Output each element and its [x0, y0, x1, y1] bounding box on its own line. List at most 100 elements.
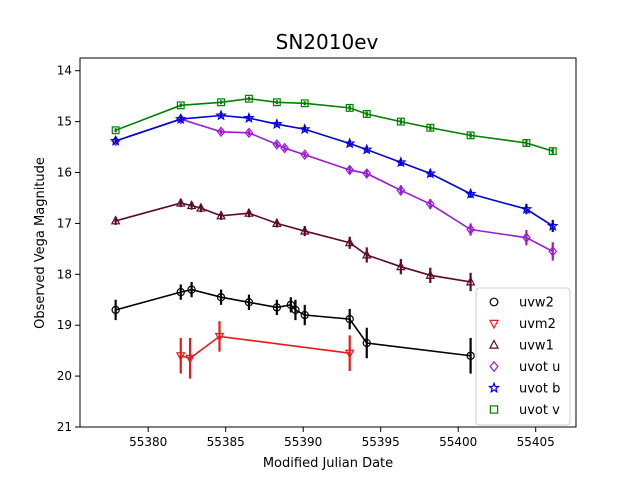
data-point	[272, 139, 282, 150]
data-point	[361, 249, 372, 259]
legend-marker	[489, 360, 499, 373]
data-point	[185, 354, 195, 364]
data-point	[176, 101, 185, 110]
chart-title: SN2010ev	[276, 30, 379, 54]
data-point	[216, 210, 226, 220]
legend-label: uvm2	[519, 317, 556, 332]
series-line	[115, 114, 554, 227]
x-tick-label: 55405	[517, 435, 555, 449]
legend-marker	[488, 339, 500, 349]
series-line	[115, 118, 554, 253]
data-point	[111, 305, 120, 315]
legend-label: uvot v	[519, 403, 560, 418]
data-point	[344, 349, 355, 359]
data-point	[244, 94, 253, 103]
y-tick-label: 20	[57, 369, 72, 383]
data-point	[396, 117, 405, 126]
data-point	[395, 156, 407, 168]
data-point	[424, 167, 437, 179]
legend: uvw2 uvm2 uvw1 uvot u uvot b uvot v	[475, 287, 571, 426]
y-tick-label: 17	[57, 216, 72, 230]
data-point	[396, 184, 406, 196]
data-point	[426, 123, 435, 132]
data-point	[217, 98, 226, 107]
data-point	[360, 143, 373, 155]
data-point	[215, 109, 227, 121]
data-point	[466, 224, 475, 235]
data-point	[280, 142, 289, 154]
series-uvw1	[110, 197, 476, 292]
data-point	[345, 164, 355, 176]
data-point	[298, 123, 311, 135]
legend-label: uvot b	[519, 382, 560, 397]
data-point	[425, 269, 436, 279]
data-point	[272, 303, 282, 312]
data-point	[175, 352, 186, 362]
legend-marker	[488, 319, 500, 330]
data-point	[272, 217, 282, 227]
data-point	[362, 338, 371, 348]
data-point	[196, 202, 206, 212]
x-tick-label: 55395	[362, 435, 400, 449]
y-tick-label: 16	[57, 166, 72, 180]
legend-marker	[487, 381, 501, 394]
data-point	[345, 314, 354, 324]
x-axis-ticks: 55380 55385 55390 55395 55400 55405	[129, 427, 555, 449]
data-point	[548, 246, 558, 257]
x-axis-label: Modified Julian Date	[263, 456, 393, 471]
series-line	[180, 335, 350, 360]
y-axis-label: Observed Vega Magnitude	[33, 157, 48, 329]
data-point	[216, 126, 226, 138]
data-point	[300, 99, 309, 108]
data-point	[362, 168, 372, 179]
y-tick-label: 15	[57, 115, 72, 129]
legend-label: uvot u	[519, 360, 560, 375]
data-point	[187, 285, 196, 294]
data-point	[244, 127, 254, 139]
data-point	[522, 139, 531, 147]
legend-box	[475, 287, 571, 426]
data-point	[465, 276, 476, 286]
x-tick-label: 55400	[439, 435, 477, 449]
x-tick-label: 55380	[129, 435, 167, 449]
data-point	[362, 110, 371, 118]
series-line	[115, 202, 471, 283]
data-point	[300, 149, 310, 161]
data-point	[216, 293, 226, 302]
legend-marker	[489, 297, 499, 307]
data-point	[466, 131, 475, 140]
data-point	[291, 305, 300, 315]
data-point	[244, 207, 254, 217]
y-tick-label: 19	[57, 318, 72, 332]
y-tick-label: 18	[57, 267, 72, 281]
x-tick-label: 55385	[207, 435, 245, 449]
data-point	[522, 232, 531, 244]
y-axis-ticks: 14 15 16 17 18 19 20 21	[57, 64, 80, 434]
data-point	[345, 103, 354, 112]
data-point	[396, 261, 406, 271]
legend-label: uvw1	[519, 339, 554, 354]
x-tick-label: 55390	[284, 435, 322, 449]
data-point	[548, 147, 557, 156]
data-point	[111, 126, 120, 135]
series-uvm2	[175, 321, 355, 379]
data-point	[243, 111, 255, 123]
data-point	[176, 287, 185, 297]
data-point	[272, 98, 281, 107]
data-point	[299, 225, 310, 235]
y-tick-label: 14	[57, 64, 72, 78]
data-point	[300, 310, 309, 320]
legend-label: uvw2	[519, 296, 554, 311]
series-uvw2	[111, 281, 475, 374]
data-point	[109, 134, 122, 146]
data-point	[271, 118, 283, 130]
data-point	[343, 137, 356, 149]
data-point	[174, 113, 187, 124]
data-point	[464, 187, 477, 199]
data-point	[546, 219, 559, 231]
data-point	[110, 215, 121, 225]
data-point	[175, 197, 186, 207]
series-uvot-v	[111, 94, 557, 156]
y-tick-label: 21	[57, 420, 72, 434]
